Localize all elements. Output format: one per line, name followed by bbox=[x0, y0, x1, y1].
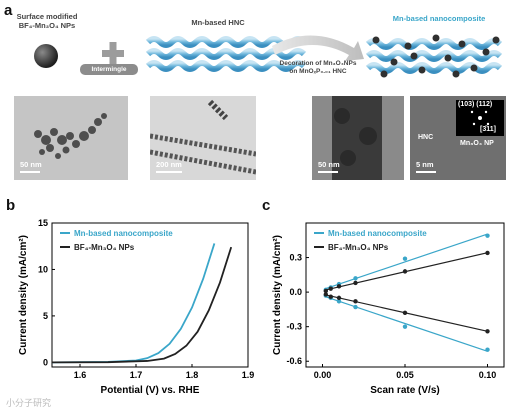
data-point bbox=[323, 292, 328, 297]
plot-frame bbox=[51, 222, 249, 368]
data-point bbox=[402, 324, 408, 329]
hnc-tag: HNC bbox=[418, 134, 434, 141]
arrow-caption-line2: on MnOₓP₀.₀₁ HNC bbox=[289, 68, 347, 75]
series-line bbox=[51, 243, 216, 364]
data-point bbox=[323, 288, 328, 294]
fit-line bbox=[325, 296, 488, 352]
panel-letter-b: b bbox=[6, 197, 16, 214]
data-point bbox=[336, 284, 342, 289]
data-point bbox=[485, 329, 490, 334]
tem-3-composite bbox=[332, 96, 382, 180]
data-point bbox=[328, 294, 333, 299]
scale-label-4: 5 nm bbox=[416, 160, 434, 169]
x-tick-label: 1.8 bbox=[186, 370, 199, 380]
fft-zone-label: [3̄11] bbox=[480, 126, 496, 133]
process-arrow bbox=[272, 35, 364, 61]
schematic-graphic bbox=[34, 34, 503, 78]
data-point bbox=[485, 250, 490, 256]
x-tick-label: 1.9 bbox=[242, 370, 255, 380]
nanoparticle-sphere bbox=[34, 44, 58, 68]
data-point bbox=[353, 299, 358, 304]
tem-2-tubes bbox=[150, 99, 256, 175]
x-axis-label: Potential (V) vs. RHE bbox=[101, 385, 200, 396]
x-tick-label: 0.05 bbox=[396, 370, 414, 380]
np-tag: Mn₃O₄ NP bbox=[460, 140, 494, 147]
x-tick-label: 0.00 bbox=[314, 370, 332, 380]
plus-sign bbox=[102, 42, 124, 65]
y-axis-label: Current density (mA/cm²) bbox=[18, 235, 29, 355]
fit-line bbox=[325, 233, 488, 290]
y-tick-label: 10 bbox=[38, 264, 48, 274]
x-axis-label: Scan rate (V/s) bbox=[370, 385, 439, 396]
scale-bar-2 bbox=[156, 171, 182, 173]
y-axis-label: Current density (mA/cm²) bbox=[272, 235, 283, 355]
data-point bbox=[328, 286, 333, 291]
arrow-caption: Decoration of Mn₃O₄NPs on MnOₓP₀.₀₁ HNC bbox=[268, 60, 368, 76]
x-tick-label: 1.6 bbox=[74, 370, 87, 380]
y-tick-label: 0 bbox=[43, 357, 48, 367]
arrow-caption-line1: Decoration of Mn₃O₄NPs bbox=[279, 60, 357, 67]
composite-coil bbox=[365, 38, 503, 74]
decorating-nanoparticles bbox=[372, 34, 500, 78]
scale-bar-3 bbox=[318, 171, 338, 173]
hnc-coil bbox=[145, 36, 307, 72]
watermark: 小分子研究 bbox=[6, 398, 52, 408]
intermingle-label: Intermingle bbox=[91, 66, 127, 73]
legend-label: BF₄-Mn₃O₄ NPs bbox=[328, 243, 389, 252]
np-label-line1: Surface modified bbox=[16, 12, 78, 21]
tem-1-particles bbox=[34, 113, 107, 159]
legend-label: Mn-based nanocomposite bbox=[74, 229, 173, 238]
fft-inset: (103) (112) [3̄11] bbox=[456, 100, 504, 136]
lsv-chart: 1.6 1.7 1.8 1.9 0 5 10 15 Potential (V) vs. RHE C… bbox=[18, 218, 255, 396]
scale-label-1: 50 nm bbox=[20, 160, 42, 169]
data-point bbox=[353, 304, 358, 310]
x-tick-label: 0.10 bbox=[479, 370, 497, 380]
fft-spots bbox=[470, 110, 490, 126]
hnc-label: Mn-based HNC bbox=[191, 18, 245, 27]
tem-image-2: 200 nm bbox=[150, 96, 256, 180]
np-label-line2: BF₄-Mn₃O₄ NPs bbox=[18, 21, 76, 30]
tem-image-3: 50 nm bbox=[312, 96, 404, 180]
data-point bbox=[353, 276, 358, 281]
data-point bbox=[485, 233, 490, 238]
y-tick-label: -0.6 bbox=[286, 356, 302, 366]
data-point bbox=[402, 310, 408, 316]
legend-label: Mn-based nanocomposite bbox=[328, 229, 427, 238]
fft-top-label: (103) (112) bbox=[458, 101, 493, 108]
series-line bbox=[51, 246, 233, 364]
data-point bbox=[336, 299, 342, 304]
scale-bar-4 bbox=[416, 171, 436, 173]
y-tick-label: 5 bbox=[43, 311, 48, 321]
x-tick-label: 1.7 bbox=[130, 370, 143, 380]
tem-image-1: 50 nm bbox=[14, 96, 128, 180]
panel-letter-c: c bbox=[262, 197, 271, 214]
scale-label-3: 50 nm bbox=[318, 160, 340, 169]
intermingle-pill: Intermingle bbox=[80, 64, 138, 75]
data-point bbox=[353, 280, 358, 286]
y-tick-label: -0.3 bbox=[286, 322, 302, 332]
composite-label: Mn-based nanocomposite bbox=[392, 14, 486, 23]
legend-label: BF₄-Mn₃O₄ NPs bbox=[74, 243, 135, 252]
y-tick-label: 15 bbox=[38, 218, 48, 228]
data-point bbox=[402, 269, 408, 274]
data-point bbox=[402, 256, 408, 261]
cv-scanrate-chart: 0.00 0.05 0.10 -0.6 -0.3 0.0 0.3 Scan rate (V/s… bbox=[272, 222, 505, 396]
scale-bar-1 bbox=[20, 171, 40, 173]
panel-letter-a: a bbox=[4, 2, 13, 19]
data-point bbox=[485, 347, 490, 352]
tem-image-4: (103) (112) [3̄11] HNC Mn₃O₄ NP 5 nm bbox=[410, 96, 506, 180]
data-point bbox=[336, 295, 342, 301]
y-tick-label: 0.0 bbox=[289, 287, 302, 297]
y-tick-label: 0.3 bbox=[289, 253, 302, 263]
scale-label-2: 200 nm bbox=[156, 160, 182, 169]
np-label: Surface modified BF₄-Mn₃O₄ NPs bbox=[8, 12, 86, 30]
